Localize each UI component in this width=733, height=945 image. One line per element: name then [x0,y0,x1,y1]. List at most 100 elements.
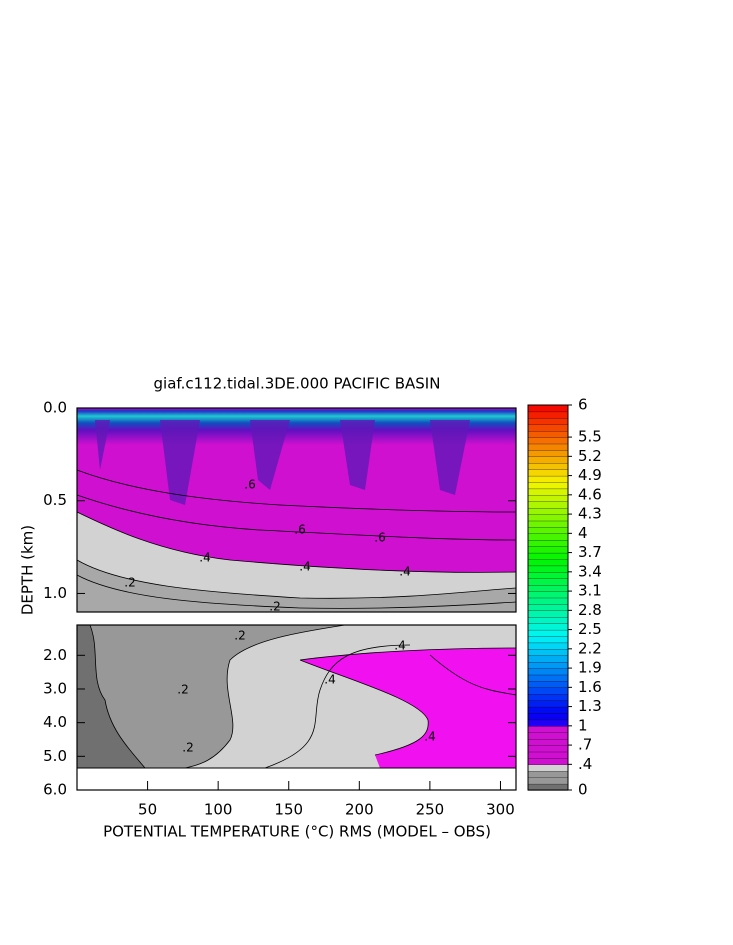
contour-label: .4 [324,673,335,687]
colorbar-band [527,546,569,554]
contour-label: .2 [234,629,245,643]
colorbar-band [527,719,569,727]
colorbar-band [527,481,569,490]
colorbar-band [527,571,569,579]
colorbar-band [527,513,569,522]
colorbar-tick-label: .7 [578,736,592,754]
colorbar-band [527,578,569,586]
colorbar-tick-label: 4.3 [578,505,602,523]
chart-title: giaf.c112.tidal.3DE.000 PACIFIC BASIN [154,375,441,393]
lower-field [77,624,517,769]
contour-label: .4 [394,639,405,653]
colorbar-band [527,552,569,560]
colorbar-band [527,610,569,618]
colorbar-band [527,475,569,483]
colorbar-band [527,674,569,682]
colorbar-band [527,770,569,778]
colorbar-tick-label: 4.9 [578,466,602,484]
colorbar-band [527,744,569,753]
colorbar-band [527,597,569,605]
x-tick-label: 250 [416,801,445,819]
colorbar-band [527,667,569,676]
colorbar-tick-label: 1.6 [578,678,602,696]
colorbar-band [527,507,569,515]
colorbar-tick-label: 3.1 [578,582,602,600]
colorbar-band [527,501,569,509]
colorbar-band [527,764,569,772]
colorbar-band [527,725,569,733]
x-tick-label: 100 [204,801,233,819]
contour-label: .6 [244,478,255,492]
colorbar-band [527,456,569,464]
colorbar-band [527,404,569,413]
colorbar-band [527,693,569,701]
colorbar-tick-label: 1.3 [578,697,602,715]
colorbar-band [527,462,569,470]
upper-axes [76,407,517,613]
x-tick-label: 200 [345,801,374,819]
x-tick-label: 300 [486,801,515,819]
colorbar-band [527,629,569,637]
colorbar-band [527,526,569,534]
y-tick-label: 1.0 [43,584,67,602]
colorbar-band [527,443,569,451]
colorbar-band [527,732,569,740]
colorbar-band [527,494,569,502]
colorbar-tick-label: 2.5 [578,620,602,638]
colorbar-band [527,648,569,656]
y-tick-label: 0.0 [43,399,67,417]
colorbar-tick-label: 1 [578,716,588,734]
colorbar-band [527,777,569,785]
colorbar-band [527,590,569,599]
y-tick-label: 6.0 [43,781,67,799]
colorbar-band [527,411,569,419]
contour-label: .2 [124,576,135,590]
colorbar-band [527,469,569,477]
colorbar-band [527,488,569,496]
contour-label: .4 [299,560,310,574]
colorbar-band [527,616,569,624]
x-tick-label: 50 [138,801,157,819]
colorbar-band [527,417,569,425]
contour-label: .2 [269,600,280,614]
upper-field [76,408,517,612]
colorbar-band [527,655,569,663]
x-axis-label: POTENTIAL TEMPERATURE (°C) RMS (MODEL – … [103,823,491,841]
y-tick-label: 0.5 [43,491,67,509]
colorbar-tick-label: 1.9 [578,659,602,677]
colorbar-tick-label: 5.5 [578,428,602,446]
lower-axes [76,624,517,791]
y-tick-label: 2.0 [43,646,67,664]
colorbar-tick-label: 3.4 [578,562,602,580]
contour-label: .2 [177,683,188,697]
contour-label: .6 [294,523,305,537]
y-tick-label: 5.0 [43,747,67,765]
colorbar-band [527,642,569,650]
colorbar-band [527,430,569,438]
y-axis-label: DEPTH (km) [19,525,37,615]
contour-label: .2 [182,741,193,755]
colorbar-band [527,635,569,644]
colorbar-tick-label: 4.6 [578,485,602,503]
y-tick-label: 4.0 [43,713,67,731]
colorbar-band [527,661,569,669]
colorbar-band [527,783,569,791]
contour-label: .4 [399,565,410,579]
colorbar-tick-label: 6 [578,396,588,414]
colorbar-band [527,757,569,765]
colorbar-band [527,424,569,432]
colorbar-band [527,623,569,631]
x-tick-label: 150 [274,801,303,819]
colorbar-band [527,520,569,528]
colorbar-band [527,700,569,708]
colorbar-band [527,558,569,567]
colorbar-band [527,533,569,541]
colorbar-band [527,603,569,611]
colorbar-band [527,712,569,721]
colorbar-band [527,738,569,746]
colorbar-band [527,687,569,695]
colorbar-frame [527,404,569,791]
colorbar-band [527,436,569,445]
colorbar-band [527,751,569,759]
